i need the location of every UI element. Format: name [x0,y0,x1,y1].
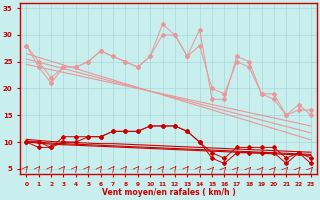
X-axis label: Vent moyen/en rafales ( km/h ): Vent moyen/en rafales ( km/h ) [102,188,236,197]
